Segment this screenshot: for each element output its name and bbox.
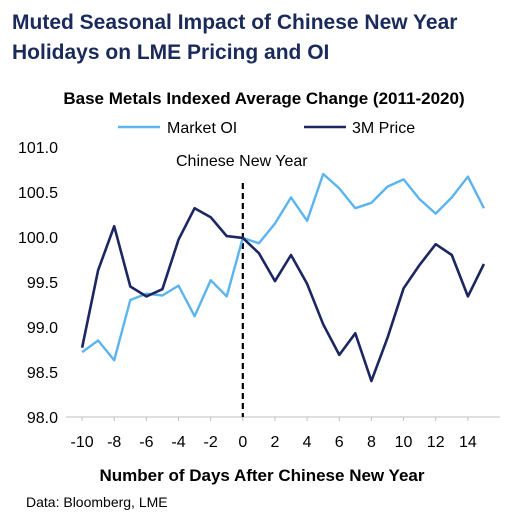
x-tick-label: 8 — [367, 434, 376, 451]
x-axis-title: Number of Days After Chinese New Year — [99, 466, 424, 485]
x-tick-label: -10 — [71, 434, 94, 451]
chart-title: Muted Seasonal Impact of Chinese New Yea… — [12, 11, 458, 64]
legend-label: 3M Price — [352, 120, 415, 137]
legend-label: Market OI — [167, 120, 237, 137]
x-tick-label: 4 — [303, 434, 312, 451]
x-tick-label: 6 — [335, 434, 344, 451]
y-tick-label: 99.5 — [27, 275, 58, 292]
y-tick-label: 98.5 — [27, 365, 58, 382]
x-tick-label: -2 — [204, 434, 218, 451]
x-tick-label: 14 — [459, 434, 477, 451]
legend: Market OI 3M Price — [118, 120, 415, 137]
y-tick-label: 100.0 — [18, 230, 58, 247]
annotation-label: Chinese New Year — [176, 153, 308, 170]
axes: 98.0 98.5 99.0 99.5 100.0 100.5 101.0 -10 -8 -6 -4… — [18, 140, 500, 451]
y-tick-label: 98.0 — [27, 410, 58, 427]
x-tick-label: -6 — [139, 434, 153, 451]
annotations: Chinese New Year — [176, 153, 308, 417]
chart-subtitle: Base Metals Indexed Average Change (2011… — [63, 89, 465, 108]
x-tick-label: 12 — [427, 434, 445, 451]
y-tick-label: 101.0 — [18, 140, 58, 157]
x-tick-label: 0 — [238, 434, 247, 451]
x-tick-label: -4 — [171, 434, 185, 451]
x-tick-label: 10 — [395, 434, 413, 451]
source-note: Data: Bloomberg, LME — [26, 494, 168, 510]
x-tick-label: 2 — [271, 434, 280, 451]
x-tick-label: -8 — [107, 434, 121, 451]
series-group — [80, 172, 486, 383]
y-tick-label: 100.5 — [18, 185, 58, 202]
series-line-3m-price — [80, 206, 486, 383]
y-tick-label: 99.0 — [27, 320, 58, 337]
